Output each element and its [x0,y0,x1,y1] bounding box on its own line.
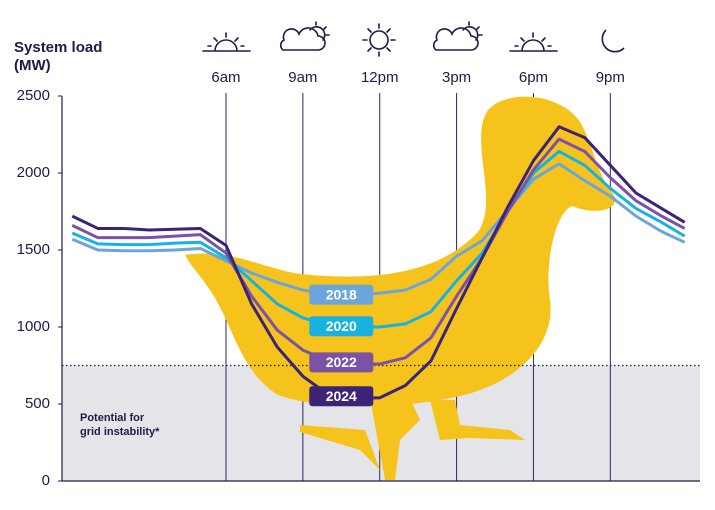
series-label: 2018 [326,286,357,302]
series-label: 2022 [326,354,357,370]
threshold-label: grid instability* [80,426,160,438]
x-tick-label: 3pm [442,69,471,86]
x-tick-label: 9am [288,69,317,86]
series-label-box [309,352,374,373]
y-axis-title: System load [14,39,102,56]
series-line [71,162,686,297]
threshold-label: Potential for [80,412,145,424]
series-line [71,149,686,329]
y-tick-label: 1500 [17,241,50,258]
x-tick-label: 12pm [361,69,399,86]
y-tick-label: 2500 [17,87,50,104]
plot-layer: Potential for grid instability* System loa… [14,39,700,489]
series-label: 2024 [326,388,357,404]
series-label: 2020 [326,318,357,334]
series-label-box [309,284,374,305]
y-tick-label: 1000 [17,318,50,335]
y-axis-title: (MW) [14,57,51,74]
duck [185,96,616,480]
y-tick-label: 2000 [17,164,50,181]
x-tick-label: 6am [211,69,240,86]
series-line [71,137,686,366]
x-tick-label: 6pm [519,69,548,86]
series-label-box [309,386,374,407]
y-tick-label: 0 [42,472,50,489]
series-label-box [309,316,374,337]
weather-icons [202,21,625,57]
y-tick-label: 500 [25,395,50,412]
x-tick-label: 9pm [596,69,625,86]
series-line [71,125,686,400]
